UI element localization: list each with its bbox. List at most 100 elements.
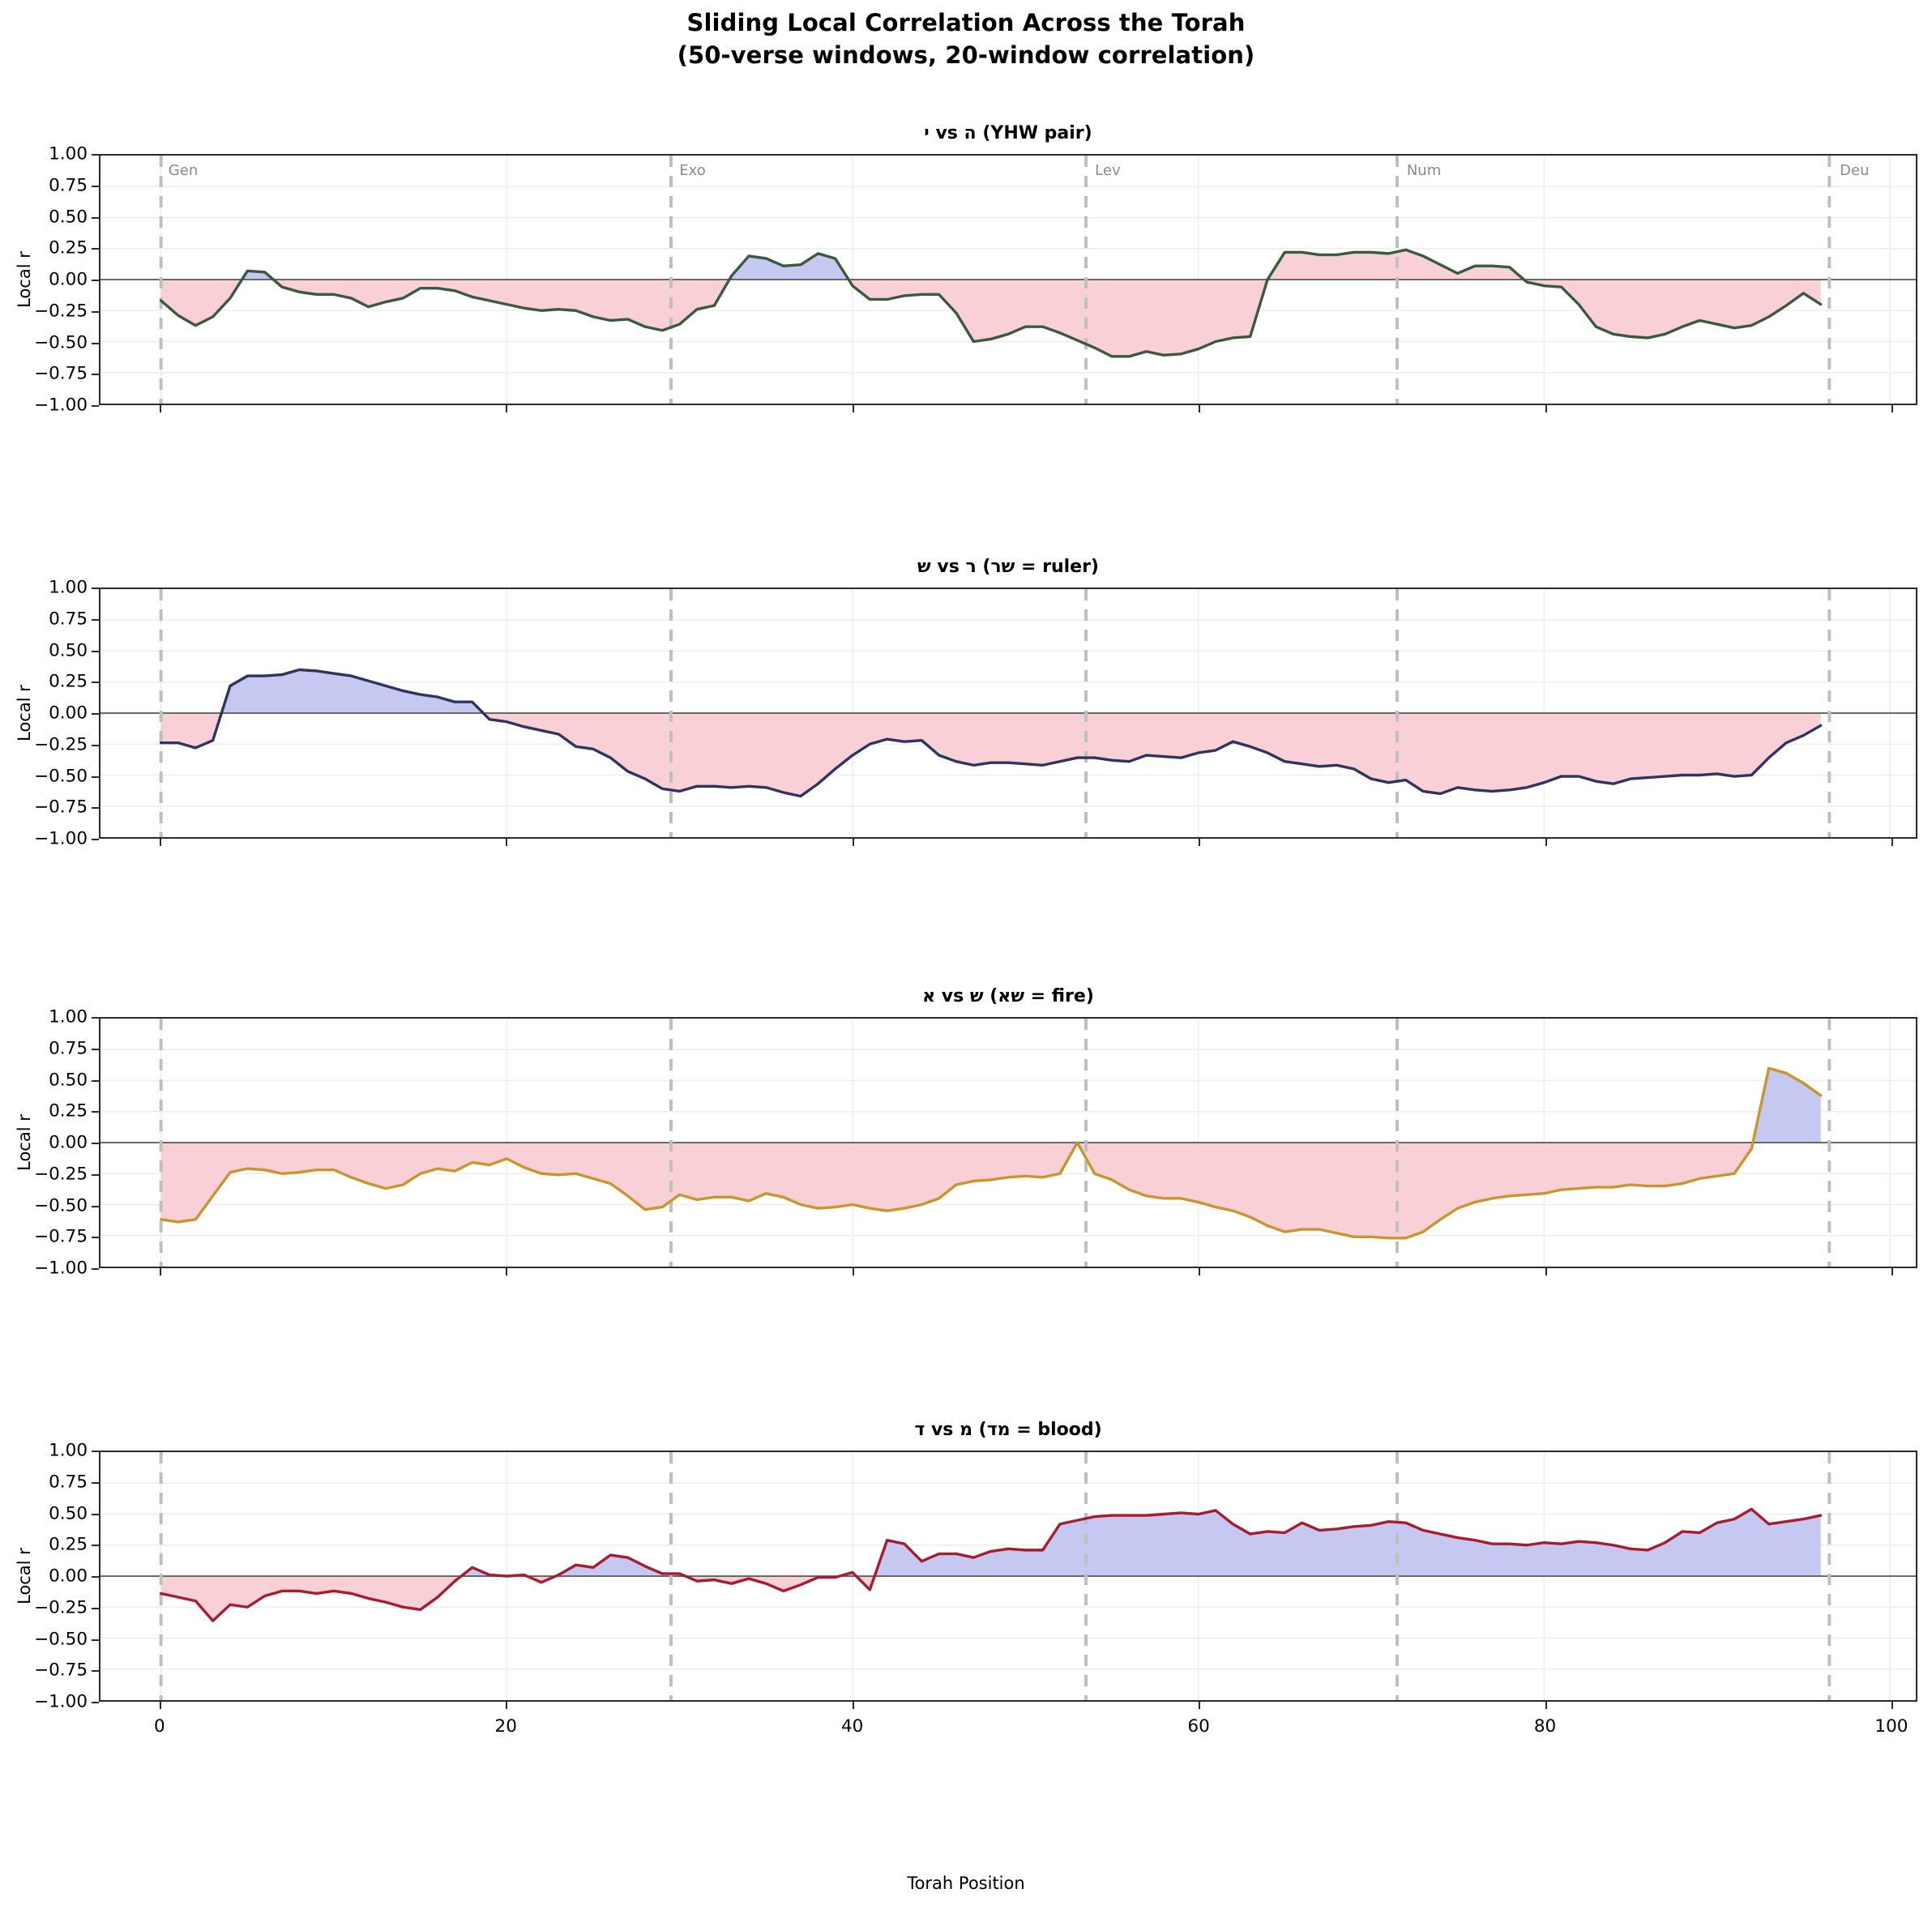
y-tick-label: −0.25 <box>34 1597 88 1617</box>
series-line <box>161 669 1821 796</box>
x-tick-mark <box>1545 1268 1547 1275</box>
y-tick-mark <box>92 1670 99 1673</box>
y-tick-label: 0.25 <box>49 1534 88 1555</box>
chart-panel-4: ד vs מ (מד = blood) Local r 1.00 0.75 0.50 0.… <box>0 1420 1932 1750</box>
plot-canvas-4 <box>100 1452 1916 1700</box>
figure-title-line1: Sliding Local Correlation Across the Tor… <box>686 9 1246 36</box>
positive-fill <box>461 1509 1821 1576</box>
y-tick-label: −0.50 <box>34 1194 88 1216</box>
y-tick-mark <box>92 618 99 621</box>
plot-canvas-2 <box>100 589 1916 837</box>
y-tick-label: 0.75 <box>49 175 88 195</box>
y-tick-label: 1.00 <box>49 1440 88 1461</box>
book-divider-lines <box>161 156 1830 404</box>
plot-area-2 <box>99 588 1917 839</box>
x-tick-mark <box>852 1702 854 1709</box>
y-tick-mark <box>92 1143 99 1144</box>
positive-fill <box>1752 1068 1821 1143</box>
y-tick-mark <box>92 310 99 313</box>
y-tick-mark <box>92 1048 99 1050</box>
x-tick-mark <box>159 1268 161 1275</box>
y-tick-mark <box>92 374 99 376</box>
x-tick-mark <box>852 405 854 412</box>
y-tick-label: −1.00 <box>34 1691 88 1712</box>
y-tick-label: 0.25 <box>49 1100 88 1122</box>
x-tick-label: 0 <box>153 1716 165 1737</box>
chart-panel-1: י vs ה (YHW pair) Local r 1.00 0.75 0.50 0.25… <box>0 123 1932 454</box>
series-line <box>161 1509 1821 1621</box>
y-tick-mark <box>92 1545 99 1547</box>
y-tick-mark <box>92 1513 99 1515</box>
x-tick-mark <box>159 839 161 846</box>
plot-area-3 <box>99 1017 1917 1268</box>
y-tick-label: 0.25 <box>49 237 88 259</box>
y-tick-label: −0.75 <box>34 797 88 818</box>
x-tick-label: 80 <box>1533 1716 1557 1737</box>
y-tick-mark <box>92 1111 99 1113</box>
x-tick-mark <box>1891 839 1893 846</box>
x-tick-mark <box>1199 839 1201 846</box>
y-tick-mark <box>92 1017 99 1019</box>
x-tick-mark <box>852 839 854 846</box>
chart-panel-3: א vs ש (שא = fire) Local r 1.00 0.75 0.50 0.2… <box>0 986 1932 1317</box>
y-tick-mark <box>92 1079 99 1082</box>
positive-fill <box>221 669 484 713</box>
y-tick-mark <box>92 216 99 219</box>
plot-area-1: Gen Exo Lev Num Deu <box>99 154 1917 405</box>
x-tick-label: 100 <box>1874 1716 1908 1737</box>
x-tick-mark <box>1199 1702 1201 1709</box>
x-tick-mark <box>506 405 508 412</box>
x-tick-mark <box>1545 839 1547 846</box>
x-tick-label: 20 <box>494 1716 517 1737</box>
y-tick-mark <box>92 1237 99 1239</box>
book-divider-lines <box>161 589 1830 837</box>
y-tick-mark <box>92 713 99 715</box>
y-tick-label: 0.00 <box>49 1132 88 1153</box>
y-tick-mark <box>92 807 99 810</box>
y-tick-label: −0.50 <box>34 765 88 786</box>
y-tick-mark <box>92 1268 99 1270</box>
y-tick-mark <box>92 839 99 840</box>
y-tick-label: 0.50 <box>49 639 88 660</box>
book-divider-lines <box>161 1019 1830 1267</box>
y-tick-mark <box>92 405 99 407</box>
y-tick-label: −0.50 <box>34 331 88 353</box>
figure-title-line2: (50-verse windows, 20-window correlation… <box>677 41 1255 70</box>
y-tick-label: −0.25 <box>34 1164 88 1184</box>
book-divider-lines <box>161 1452 1830 1700</box>
y-tick-label: 1.00 <box>49 577 88 598</box>
plot-canvas-1 <box>100 156 1916 404</box>
y-tick-mark <box>92 154 99 156</box>
chart-panel-2: ש vs ר (שר = ruler) Local r 1.00 0.75 0.50 0.… <box>0 557 1932 887</box>
y-tick-label: 0.00 <box>49 1566 88 1587</box>
book-divider-label-lev: Lev <box>1095 162 1121 179</box>
negative-fill <box>160 713 1821 797</box>
y-tick-label: 1.00 <box>49 1006 88 1028</box>
y-tick-mark <box>92 248 99 250</box>
x-tick-mark <box>1545 1702 1547 1709</box>
y-tick-mark <box>92 1451 99 1452</box>
y-tick-mark <box>92 1576 99 1578</box>
book-divider-label-num: Num <box>1406 162 1442 179</box>
subplot-title-1: י vs ה (YHW pair) <box>924 123 1092 143</box>
series-line <box>161 250 1821 357</box>
y-tick-label: −0.75 <box>34 1660 88 1681</box>
y-tick-label: −0.50 <box>34 1628 88 1649</box>
y-tick-label: −1.00 <box>34 1258 88 1279</box>
x-tick-mark <box>852 1268 854 1275</box>
y-tick-label: −0.75 <box>34 363 88 384</box>
x-tick-mark <box>159 405 161 412</box>
y-tick-label: 0.50 <box>49 1502 88 1523</box>
y-tick-label: −0.75 <box>34 1226 88 1247</box>
x-tick-mark <box>1891 1702 1893 1709</box>
y-tick-label: 1.00 <box>49 143 88 165</box>
y-tick-label: −0.25 <box>34 301 88 321</box>
figure-title: Sliding Local Correlation Across the Tor… <box>0 6 1932 71</box>
x-tick-mark <box>1199 1268 1201 1275</box>
y-tick-mark <box>92 776 99 778</box>
y-tick-label: 0.75 <box>49 609 88 629</box>
plot-canvas-3 <box>100 1019 1916 1267</box>
y-tick-label: 0.50 <box>49 206 88 227</box>
y-tick-label: −0.25 <box>34 734 88 754</box>
plot-area-4 <box>99 1451 1917 1702</box>
